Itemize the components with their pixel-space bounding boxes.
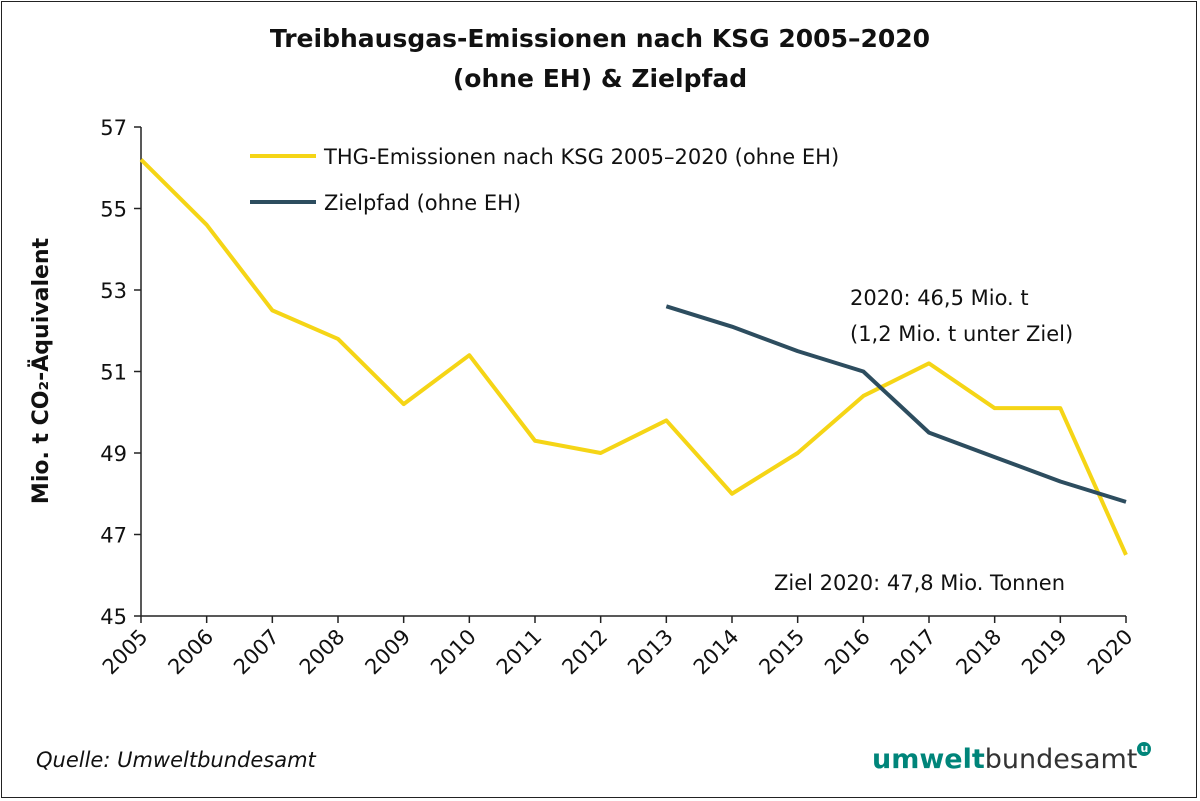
x-tick-label: 2016 <box>820 625 875 680</box>
umweltbundesamt-logo: umweltbundesamt u <box>872 742 1152 775</box>
x-tick-label: 2008 <box>295 625 350 680</box>
source-note: Quelle: Umweltbundesamt <box>36 748 316 772</box>
annotation-2020-below-target: (1,2 Mio. t unter Ziel) <box>850 322 1073 346</box>
y-tick-label: 53 <box>100 279 127 303</box>
legend-label-target: Zielpfad (ohne EH) <box>324 191 521 215</box>
y-tick-label: 47 <box>100 524 127 548</box>
x-tick-label: 2017 <box>886 625 941 680</box>
chart-title-line-2: (ohne EH) & Zielpfad <box>453 64 747 93</box>
y-tick-label: 51 <box>100 361 127 385</box>
chart-title-line-1: Treibhausgas-Emissionen nach KSG 2005–20… <box>270 24 930 53</box>
x-tick-label: 2006 <box>163 625 218 680</box>
x-tick-label: 2011 <box>492 625 547 680</box>
x-tick-label: 2005 <box>98 625 153 680</box>
series-line-0 <box>139 158 1128 556</box>
x-tick-label: 2018 <box>951 625 1006 680</box>
x-tick-label: 2007 <box>229 625 284 680</box>
x-tick-label: 2012 <box>557 625 612 680</box>
x-tick-label: 2010 <box>426 625 481 680</box>
y-axis-label: Mio. t CO₂-Äquivalent <box>28 237 54 504</box>
x-tick-label: 2019 <box>1017 625 1072 680</box>
x-tick-label: 2009 <box>360 625 415 680</box>
x-tick-label: 2020 <box>1083 625 1138 680</box>
y-tick-label: 49 <box>100 442 127 466</box>
y-tick-label: 45 <box>100 605 127 629</box>
y-tick-label: 55 <box>100 198 127 222</box>
x-tick-label: 2014 <box>689 625 744 680</box>
annotation-target-2020: Ziel 2020: 47,8 Mio. Tonnen <box>774 571 1065 595</box>
logo-u-icon: u <box>1137 742 1152 756</box>
legend-label-emissions: THG-Emissionen nach KSG 2005–2020 (ohne … <box>323 145 839 169</box>
x-tick-label: 2013 <box>623 625 678 680</box>
series-line-1 <box>665 304 1127 504</box>
y-tick-label: 57 <box>100 116 127 140</box>
annotation-2020-value: 2020: 46,5 Mio. t <box>850 286 1029 310</box>
x-tick-label: 2015 <box>754 625 809 680</box>
